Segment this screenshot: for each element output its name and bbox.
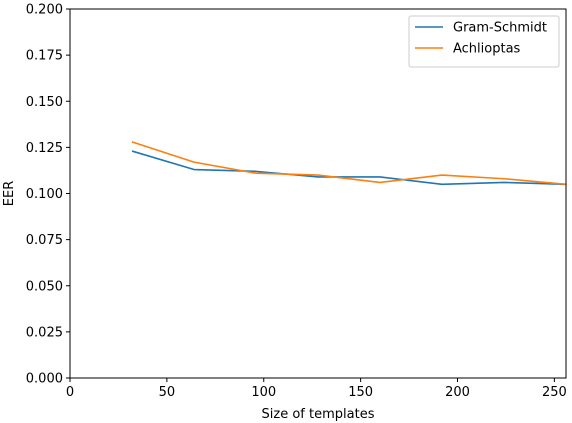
- series-layer: [131, 141, 567, 186]
- y-tick-label: 0.175: [26, 49, 63, 64]
- y-tick-label: 0.025: [26, 325, 63, 340]
- legend-label-achlioptas: Achlioptas: [453, 42, 521, 57]
- x-tick-label: 50: [159, 385, 176, 400]
- legend-label-gram-schmidt: Gram-Schmidt: [453, 21, 547, 36]
- x-tick-label: 0: [66, 385, 74, 400]
- y-tick-label: 0.000: [26, 372, 63, 387]
- y-tick-label: 0.125: [26, 141, 63, 156]
- y-tick-label: 0.050: [26, 279, 63, 294]
- series-line-achlioptas: [131, 141, 567, 186]
- x-tick-label: 100: [251, 385, 276, 400]
- series-line-gram-schmidt: [131, 150, 567, 186]
- legend: Gram-Schmidt Achlioptas: [408, 15, 560, 68]
- legend-box: [408, 15, 560, 68]
- x-axis: 0 50 100 150 200 250: [66, 378, 567, 400]
- x-tick-label: 200: [445, 385, 470, 400]
- y-axis-label: EER: [2, 181, 17, 206]
- y-axis: 0.000 0.025 0.050 0.075 0.100 0.125 0.150 0.175…: [26, 3, 70, 387]
- y-tick-label: 0.150: [26, 95, 63, 110]
- y-tick-label: 0.200: [26, 3, 63, 18]
- y-tick-label: 0.075: [26, 233, 63, 248]
- x-axis-label: Size of templates: [262, 407, 375, 422]
- x-tick-label: 250: [542, 385, 567, 400]
- y-tick-label: 0.100: [26, 187, 63, 202]
- x-tick-label: 150: [348, 385, 373, 400]
